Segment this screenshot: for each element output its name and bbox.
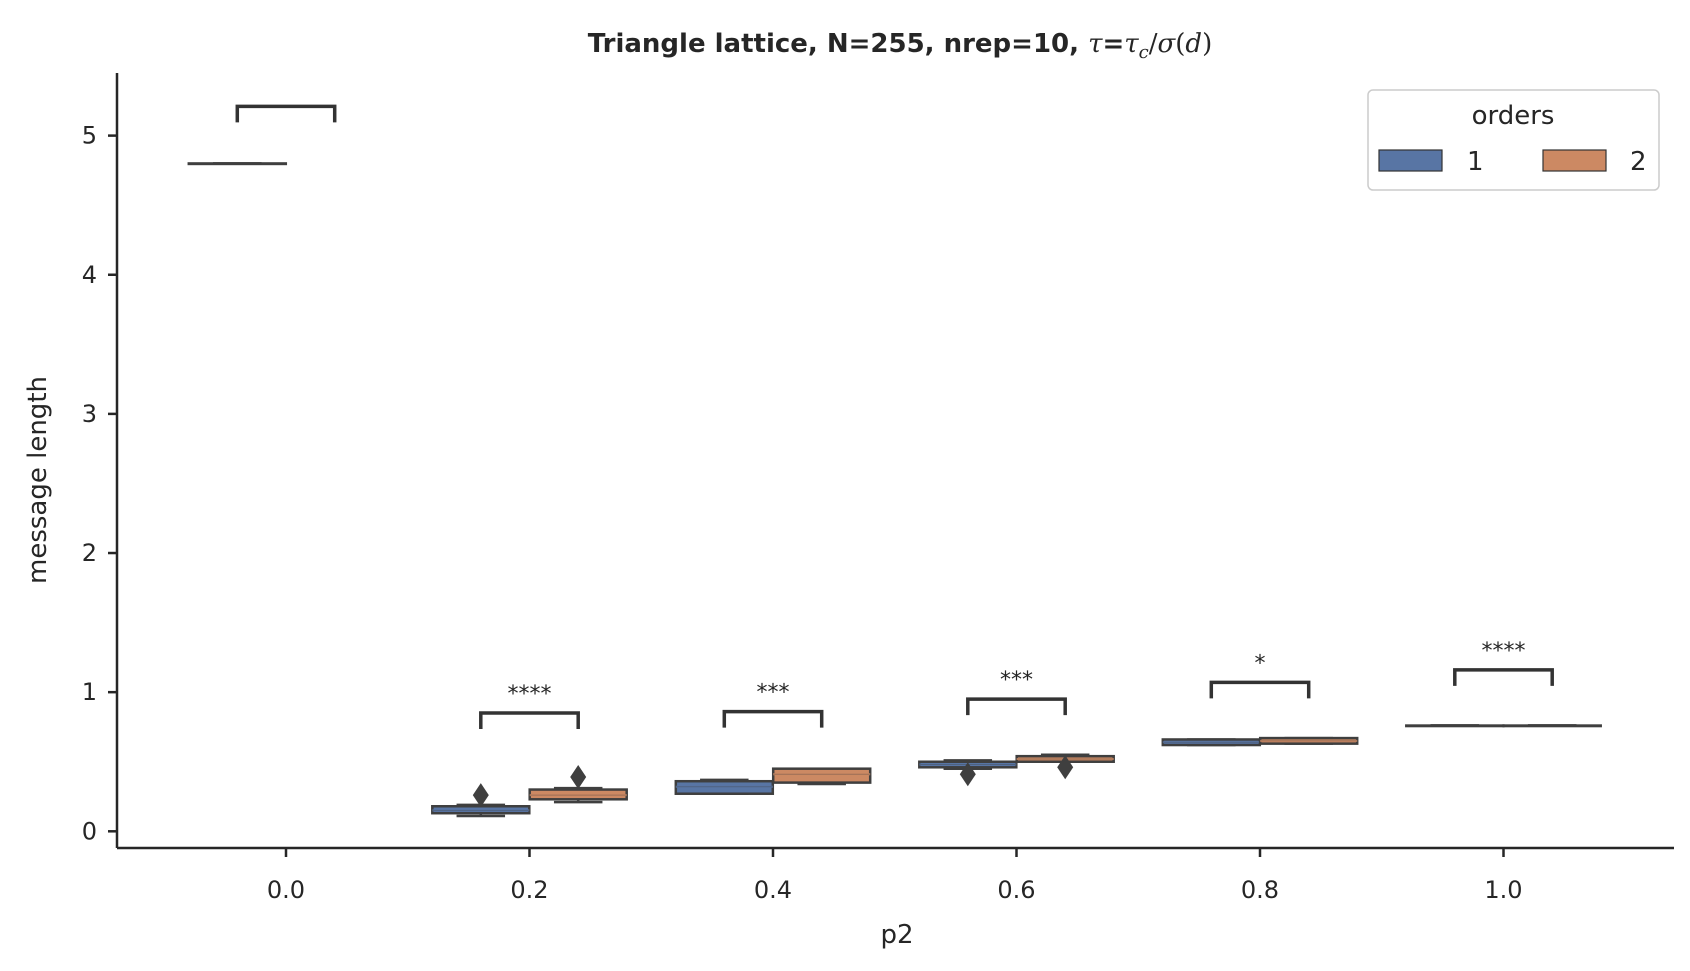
x-tick-label: 0.2 (510, 876, 548, 904)
box-orders-2-p2-0.8 (1258, 736, 1359, 745)
y-tick-label: 0 (82, 817, 97, 845)
box-orders-1-p2-0.8 (1161, 738, 1262, 747)
box-orders-1-p2-0.6 (918, 759, 1018, 787)
x-tick-label: 0.8 (1241, 876, 1279, 904)
significance-label: *** (757, 681, 790, 706)
legend-swatch-orders-2 (1542, 149, 1607, 172)
x-axis-label: p2 (880, 920, 913, 950)
significance-label: **** (1482, 639, 1526, 664)
chart-title-c-subscript: c (1139, 42, 1149, 63)
legend-swatch-orders-1 (1378, 149, 1443, 172)
box-plot-series (187, 162, 1602, 818)
box-outlier-marker (959, 762, 976, 787)
x-axis-ticks: 0.0 0.2 0.4 0.6 0.8 1.0 (267, 848, 1523, 904)
box-orders-2-p2-1.0 (1502, 724, 1602, 728)
significance-bracket (479, 711, 580, 730)
box-outlier-marker (1057, 755, 1074, 780)
chart-title-eq: = (1102, 29, 1124, 59)
box-orders-1-p2-0.2 (431, 783, 531, 818)
x-tick-label: 0.6 (997, 876, 1035, 904)
legend-label-orders-1: 1 (1467, 147, 1484, 177)
chart-title-tau-c: τ (1124, 29, 1139, 59)
box-orders-1-p2-0.4 (674, 778, 775, 795)
chart-title-sigma: σ (1158, 29, 1177, 59)
y-tick-label: 2 (82, 539, 97, 567)
significance-brackets: **** *********** (235, 104, 1554, 730)
box-orders-2-p2-0.6 (1015, 753, 1115, 780)
box-outlier-marker (570, 765, 587, 790)
significance-label: * (1255, 651, 1266, 676)
chart-title-slash: / (1149, 29, 1158, 59)
significance-bracket (722, 709, 824, 728)
y-tick-label: 4 (82, 261, 97, 289)
box-outlier-marker (472, 783, 489, 808)
significance-label: *** (1000, 668, 1033, 693)
y-axis-ticks: 0 1 2 3 4 5 (82, 122, 117, 845)
significance-label: **** (508, 682, 552, 707)
y-tick-label: 1 (82, 678, 97, 706)
box-orders-1-p2-0.0 (187, 162, 288, 166)
chart-title-d: d (1185, 29, 1202, 59)
legend: orders 1 2 (1367, 89, 1660, 191)
box-orders-1-p2-1.0 (1405, 724, 1505, 728)
chart-title-paren-close: ) (1202, 29, 1212, 59)
legend-label-orders-2: 2 (1630, 147, 1647, 177)
significance-bracket (1209, 680, 1311, 699)
chart-title-tau: τ (1088, 29, 1103, 59)
legend-title: orders (1472, 101, 1555, 131)
box-orders-2-p2-0.4 (771, 767, 872, 786)
y-tick-label: 3 (82, 400, 97, 428)
significance-bracket (235, 104, 337, 123)
chart-title-paren-open: ( (1175, 29, 1185, 59)
y-tick-label: 5 (82, 122, 97, 150)
box-orders-2-p2-0.2 (528, 765, 628, 804)
box-iqr-rect (771, 767, 872, 784)
chart-title-main: Triangle lattice, N=255, nrep=10, (588, 29, 1088, 59)
significance-bracket (966, 697, 1067, 716)
x-tick-label: 1.0 (1484, 876, 1522, 904)
chart-title: Triangle lattice, N=255, nrep=10, τ=τc/σ… (588, 29, 1212, 63)
x-tick-label: 0.0 (267, 876, 305, 904)
significance-bracket (1453, 668, 1554, 686)
x-tick-label: 0.4 (754, 876, 792, 904)
y-axis-label: message length (23, 376, 53, 584)
